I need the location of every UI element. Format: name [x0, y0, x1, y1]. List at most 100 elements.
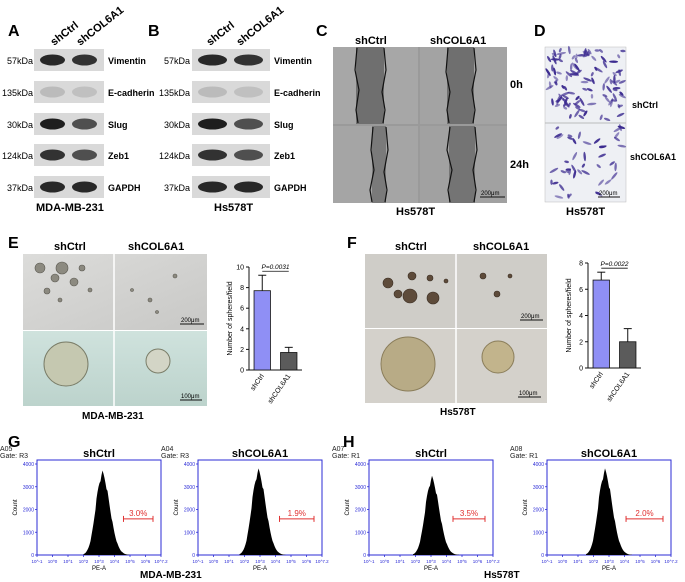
flow-x-tick-label: 10^2: [240, 559, 250, 564]
spheres-e: [34, 261, 178, 387]
migrated-cell: [604, 76, 610, 84]
migrated-cell: [609, 78, 613, 85]
y-tick-label: 8: [240, 285, 244, 292]
x-tick-label: shCtrl: [589, 371, 605, 390]
migrated-cell: [616, 112, 625, 117]
flow-x-tick-label: 10^6: [473, 559, 483, 564]
flow-y-tick-label: 3000: [355, 485, 366, 491]
flow-x-tick-label: 10^7.2: [664, 559, 678, 564]
wb-b-col-shctrl: shCtrl: [204, 19, 236, 48]
migrated-cell: [575, 106, 581, 110]
migrated-cell: [599, 114, 603, 121]
flow-x-tick-label: 10^6: [651, 559, 661, 564]
flow-y-tick-label: 2000: [533, 508, 544, 514]
migrated-cell: [594, 66, 598, 71]
blot-protein-label: Slug: [108, 120, 128, 130]
flow-x-tick-label: 10^3: [94, 559, 104, 564]
blot-strip: [34, 49, 104, 71]
blot-strip: [192, 49, 270, 71]
flow-histogram: [83, 470, 130, 555]
migrated-cell: [565, 71, 573, 78]
flow-y-label: Count: [174, 499, 180, 515]
flow-x-tick-label: 10^4: [620, 559, 630, 564]
tumor-sphere: [172, 273, 178, 279]
migrated-cell: [572, 151, 578, 161]
flow-y-tick-label: 0: [363, 553, 366, 559]
flow-gate-label: Gate: R3: [0, 453, 28, 460]
blot-kda-label: 37kDa: [7, 183, 33, 193]
panel-b: B shCtrl shCOL6A1 57kDa Vimentin 135kDa E-c…: [148, 4, 321, 214]
tumor-sphere: [147, 297, 153, 303]
flow-x-tick-label: 10^1: [573, 559, 583, 564]
blot-kda-label: 135kDa: [2, 88, 33, 98]
tumor-sphere: [426, 291, 440, 305]
migrated-cell: [613, 75, 616, 84]
spheres-f: [380, 271, 515, 392]
wb-a-col-shctrl: shCtrl: [48, 19, 80, 48]
blot-strip: [34, 144, 104, 166]
migrated-cell: [554, 104, 561, 107]
y-tick-label: 6: [240, 306, 244, 313]
flow-y-tick-label: 0: [31, 553, 34, 559]
migrated-cell: [606, 85, 612, 93]
migrated-cell: [615, 69, 623, 74]
y-tick-label: 6: [579, 287, 583, 294]
migrated-cell: [564, 160, 569, 164]
flow-x-tick-label: 10^0: [380, 559, 390, 564]
blot-band: [234, 149, 263, 161]
tumor-sphere: [78, 264, 86, 272]
sphere-e-scale-bottom: 100μm: [181, 394, 199, 400]
migrated-cell: [604, 179, 612, 185]
flow-title: shCtrl: [415, 448, 447, 460]
flow-x-tick-label: 10^7.2: [315, 559, 329, 564]
flow-gate-label: Gate: R3: [161, 453, 189, 460]
tumor-sphere: [407, 271, 417, 281]
flow-x-tick-label: 10^0: [48, 559, 58, 564]
migrated-cell: [575, 53, 578, 59]
blot-band: [198, 149, 227, 161]
wound-cell-line: Hs578T: [396, 206, 435, 218]
migrated-cell: [556, 51, 567, 56]
migrated-cell: [552, 181, 559, 185]
tumor-sphere: [34, 262, 46, 274]
flow-x-label: PE-A: [424, 566, 438, 572]
panel-c: C shCtrl shCOL6A1 0h 24h 200μm Hs578T: [316, 23, 529, 218]
y-tick-label: 4: [240, 326, 244, 333]
transwell-scale-label: 200μm: [599, 191, 617, 197]
flow-histogram: [413, 475, 459, 555]
blot-strip: [192, 144, 270, 166]
flow-x-tick-label: 10^5: [457, 559, 467, 564]
tumor-sphere-large: [43, 341, 89, 387]
flow-x-tick-label: 10^-1: [541, 559, 553, 564]
tumor-sphere: [43, 287, 51, 295]
migrated-cell: [560, 170, 567, 174]
wound-edge-line: [445, 47, 451, 124]
flow-x-tick-label: 10^6: [302, 559, 312, 564]
wound-time-0h: 0h: [510, 79, 523, 91]
flow-x-tick-label: 10^5: [286, 559, 296, 564]
flow-x-tick-label: 10^3: [255, 559, 265, 564]
sphere-f-col-shcol6a1: shCOL6A1: [473, 241, 529, 253]
bar-shcol6a1: [619, 341, 637, 369]
migrated-cell: [551, 52, 557, 57]
migrated-cell: [583, 151, 586, 162]
transwell-row-shctrl: shCtrl: [632, 100, 658, 110]
sphere-e-col-shctrl: shCtrl: [54, 241, 86, 253]
bar-shctrl: [592, 279, 610, 369]
wound-gap-shcol6a1-0h: [447, 47, 474, 124]
flow-y-label: Count: [345, 499, 351, 515]
blot-protein-label: E-cadherin: [108, 88, 155, 98]
migrated-cell: [571, 164, 577, 173]
flow-sample-id: A08: [510, 446, 523, 453]
flow-sample-id: A07: [332, 446, 345, 453]
wound-col-shctrl: shCtrl: [355, 35, 387, 47]
migrated-cell: [563, 102, 567, 107]
flow-x-label: PE-A: [92, 566, 106, 572]
tumor-sphere: [402, 288, 418, 304]
migrated-cell: [569, 63, 573, 71]
migrated-cell: [577, 169, 583, 175]
